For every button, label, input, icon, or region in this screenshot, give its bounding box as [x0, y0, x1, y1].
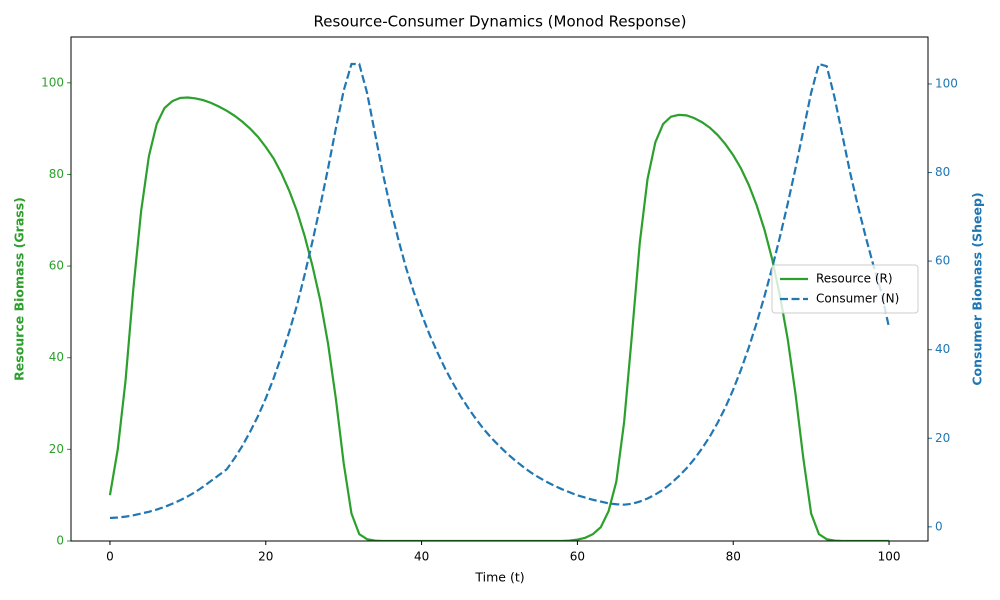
x-tick-label: 40: [414, 550, 429, 564]
y2-tick-label: 80: [935, 165, 950, 179]
plot-frame: [70, 36, 929, 542]
x-tick-label: 0: [106, 550, 114, 564]
y-tick-label: 40: [49, 350, 64, 364]
x-tick-label: 60: [570, 550, 585, 564]
y2-tick-label: 0: [935, 519, 943, 533]
y-tick-label: 0: [56, 534, 64, 548]
y2-tick-label: 100: [935, 76, 958, 90]
x-tick-label: 80: [726, 550, 741, 564]
series-line: [109, 62, 891, 520]
chart-title: Resource-Consumer Dynamics (Monod Respon…: [313, 13, 686, 31]
y-tick-label: 80: [49, 167, 64, 181]
x-tick-label: 100: [878, 550, 901, 564]
y2-tick-label: 40: [935, 342, 950, 356]
y-tick-label: 60: [49, 259, 64, 273]
series-line: [108, 96, 890, 541]
y2-tick-label: 60: [935, 254, 950, 268]
x-tick-label: 20: [258, 550, 273, 564]
y-tick-label: 100: [41, 75, 64, 89]
legend-label: Resource (R): [816, 272, 893, 286]
x-axis-label: Time (t): [474, 570, 524, 585]
legend-label: Consumer (N): [816, 292, 899, 306]
y-tick-label: 20: [49, 442, 64, 456]
legend-box: [771, 264, 919, 314]
y2-axis-label: Consumer Biomass (Sheep): [970, 192, 985, 385]
y-axis-label: Resource Biomass (Grass): [12, 197, 27, 381]
y2-tick-label: 20: [935, 431, 950, 445]
